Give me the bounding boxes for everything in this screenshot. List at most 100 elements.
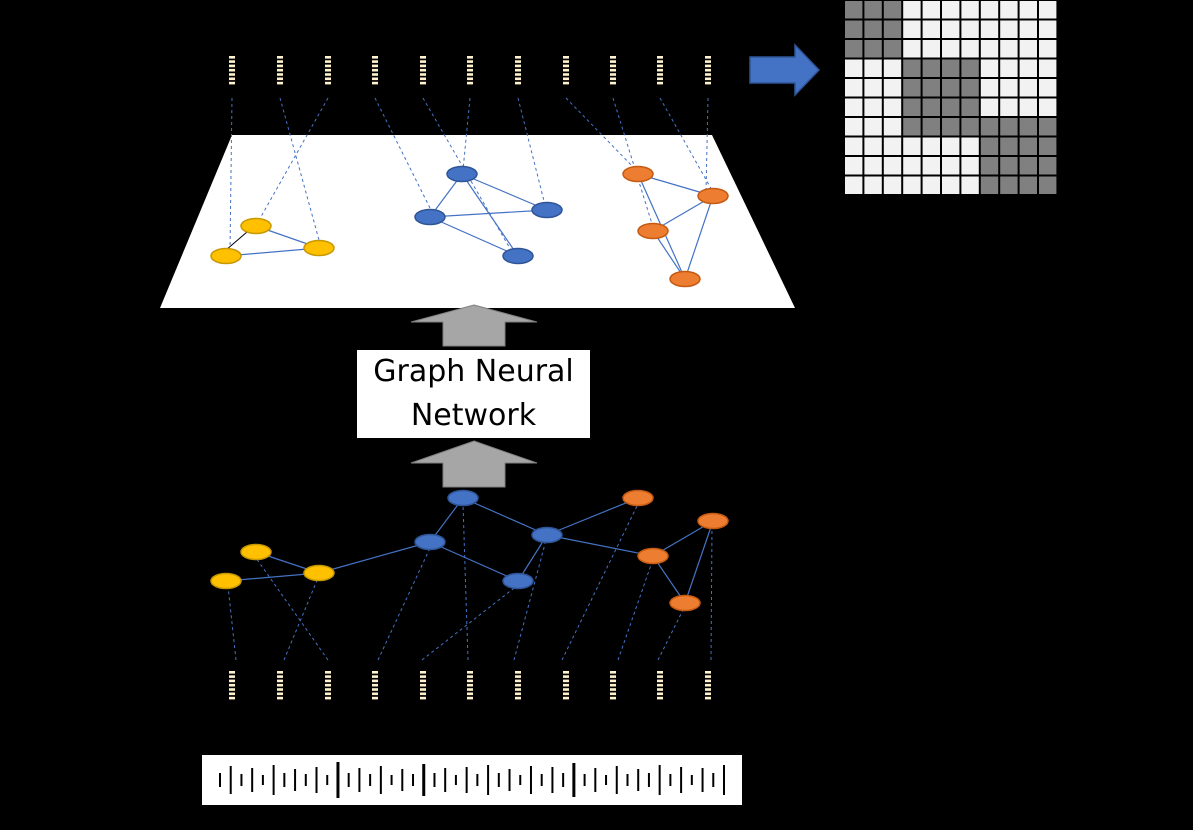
matrix-cell <box>1039 176 1057 194</box>
embedding-cell <box>325 692 331 696</box>
graph-edge <box>318 541 431 574</box>
embedding-cell <box>657 675 663 678</box>
matrix-cell <box>942 20 960 38</box>
gnn-label-line-1: Graph Neural <box>373 354 574 389</box>
graph-edge <box>652 555 686 604</box>
matrix-cell <box>903 157 921 175</box>
embedding-cell <box>420 64 426 68</box>
matrix-cell <box>845 40 863 58</box>
projection-line <box>565 97 637 171</box>
embedding-cell <box>563 683 569 687</box>
embedding-cell <box>325 696 331 700</box>
matrix-cell <box>1039 98 1057 116</box>
matrix-cell <box>942 79 960 97</box>
embedding-vector <box>277 56 283 85</box>
matrix-cell <box>903 118 921 136</box>
embedding-cell <box>657 692 663 696</box>
embedding-cell <box>372 73 378 76</box>
embedding-cell <box>515 73 521 76</box>
embedding-cell <box>420 77 426 81</box>
embedding-cell <box>467 68 473 72</box>
embedding-cell <box>610 77 616 81</box>
embedding-cell <box>325 60 331 63</box>
embedding-cell <box>657 73 663 76</box>
matrix-cell <box>903 98 921 116</box>
embedding-cell <box>229 73 235 76</box>
embedding-cell <box>229 692 235 696</box>
embedding-cell <box>229 81 235 85</box>
matrix-cell <box>845 157 863 175</box>
embedding-vector <box>657 671 663 700</box>
matrix-cell <box>942 137 960 155</box>
embedding-cell <box>563 68 569 72</box>
embedding-cell <box>229 60 235 63</box>
matrix-cell <box>961 137 979 155</box>
matrix-cell <box>1019 137 1037 155</box>
matrix-cell <box>1039 157 1057 175</box>
matrix-cell <box>1019 157 1037 175</box>
embedding-cell <box>610 68 616 72</box>
embedding-cell <box>610 675 616 678</box>
projection-line <box>283 577 319 661</box>
embedding-cell <box>372 671 378 674</box>
graph-node-orange <box>637 222 669 240</box>
embedding-cell <box>325 73 331 76</box>
adjacency-matrix <box>845 1 1057 194</box>
embedding-cell <box>467 696 473 700</box>
matrix-cell <box>1000 59 1018 77</box>
embedding-cell <box>277 696 283 700</box>
matrix-cell <box>961 118 979 136</box>
gnn-label-box: Graph Neural Network <box>357 350 590 438</box>
matrix-cell <box>864 176 882 194</box>
embedding-cell <box>420 679 426 683</box>
matrix-cell <box>1039 20 1057 38</box>
embedding-cell <box>657 77 663 81</box>
embedding-cell <box>420 692 426 696</box>
embedding-cell <box>372 683 378 687</box>
embedding-cell <box>563 64 569 68</box>
embedding-cell <box>372 675 378 678</box>
matrix-cell <box>864 1 882 19</box>
matrix-cell <box>903 1 921 19</box>
matrix-cell <box>922 137 940 155</box>
projection-line <box>517 97 546 206</box>
matrix-cell <box>845 20 863 38</box>
embedding-cell <box>325 81 331 85</box>
matrix-cell <box>883 40 902 58</box>
embedding-cell <box>420 671 426 674</box>
embedding-cell <box>657 64 663 68</box>
embedding-vector <box>467 56 473 85</box>
matrix-cell <box>922 1 940 19</box>
matrix-cell <box>1019 59 1037 77</box>
matrix-cell <box>1000 98 1018 116</box>
matrix-cell <box>961 1 979 19</box>
embedding-vector <box>229 671 235 700</box>
embedding-cell <box>467 81 473 85</box>
embedding-cell <box>372 81 378 85</box>
embedding-cell <box>705 77 711 81</box>
graph-edge <box>684 520 714 604</box>
embedding-cell <box>325 675 331 678</box>
matrix-cell <box>845 118 863 136</box>
embedding-cell <box>610 60 616 63</box>
matrix-cell <box>1019 1 1037 19</box>
embedding-vector <box>325 671 331 700</box>
embedding-cell <box>705 692 711 696</box>
embedding-cell <box>277 671 283 674</box>
embedding-cell <box>420 81 426 85</box>
matrix-cell <box>1019 118 1037 136</box>
graph-edge <box>546 534 654 557</box>
matrix-cell <box>1000 1 1018 19</box>
embedding-cell <box>563 692 569 696</box>
projection-line <box>229 97 233 251</box>
embedding-cell <box>467 60 473 63</box>
matrix-cell <box>922 118 940 136</box>
embedding-cell <box>467 692 473 696</box>
embedding-cell <box>563 56 569 59</box>
embedding-cell <box>372 68 378 72</box>
matrix-cell <box>942 157 960 175</box>
embedding-cell <box>325 688 331 691</box>
matrix-cell <box>980 118 999 136</box>
graph-edge <box>461 173 548 211</box>
